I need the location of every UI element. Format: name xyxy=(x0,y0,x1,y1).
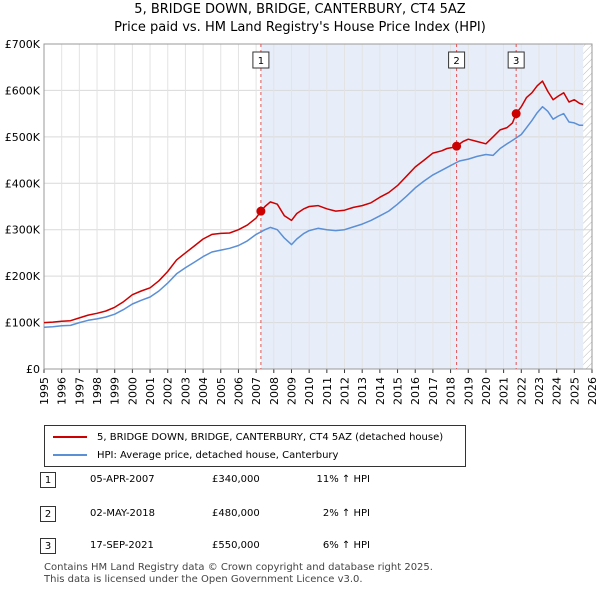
x-tick-label: 2012 xyxy=(339,377,352,405)
y-tick-label: £600K xyxy=(5,84,41,97)
sale-point xyxy=(511,109,521,119)
sale-number-badge: 3 xyxy=(40,538,56,554)
x-tick-label: 2008 xyxy=(268,377,281,405)
x-tick-label: 2009 xyxy=(285,377,298,405)
sale-number-badge: 1 xyxy=(40,472,56,488)
x-tick-label: 2022 xyxy=(515,377,528,405)
sale-marker-number: 2 xyxy=(453,56,459,67)
footer-line-1: Contains HM Land Registry data © Crown c… xyxy=(44,562,433,573)
y-tick-label: £500K xyxy=(5,131,41,144)
legend-item-property: 5, BRIDGE DOWN, BRIDGE, CANTERBURY, CT4 … xyxy=(53,429,443,445)
legend-swatch-hpi xyxy=(53,454,87,456)
x-tick-label: 2016 xyxy=(409,377,422,405)
x-tick-label: 1995 xyxy=(38,377,51,405)
footer-attribution: Contains HM Land Registry data © Crown c… xyxy=(44,562,433,586)
x-tick-label: 2026 xyxy=(586,377,599,405)
x-tick-label: 2010 xyxy=(303,377,316,405)
y-tick-label: £400K xyxy=(5,177,41,190)
legend-item-hpi: HPI: Average price, detached house, Cant… xyxy=(53,447,338,463)
y-tick-label: £100K xyxy=(5,317,41,330)
x-tick-label: 2004 xyxy=(197,377,210,405)
sale-date: 17-SEP-2021 xyxy=(90,540,154,551)
chart-title: 5, BRIDGE DOWN, BRIDGE, CANTERBURY, CT4 … xyxy=(134,2,466,17)
sale-date: 02-MAY-2018 xyxy=(90,508,156,519)
chart-subtitle: Price paid vs. HM Land Registry's House … xyxy=(114,20,486,35)
legend-label-property: 5, BRIDGE DOWN, BRIDGE, CANTERBURY, CT4 … xyxy=(97,431,444,443)
x-tick-label: 2002 xyxy=(162,377,175,405)
x-tick-label: 2021 xyxy=(498,377,511,405)
x-tick-label: 2019 xyxy=(462,377,475,405)
sale-hpi-diff: 11% ↑ HPI xyxy=(316,474,370,485)
x-tick-label: 1997 xyxy=(73,377,86,405)
y-tick-label: £200K xyxy=(5,270,41,283)
sale-price: £550,000 xyxy=(212,540,260,551)
sale-row: 2 02-MAY-2018 £480,000 2% ↑ HPI xyxy=(40,506,580,526)
sale-hpi-diff: 6% ↑ HPI xyxy=(322,540,370,551)
x-tick-label: 1999 xyxy=(109,377,122,405)
x-tick-label: 1998 xyxy=(91,377,104,405)
sale-date: 05-APR-2007 xyxy=(90,474,155,485)
x-tick-label: 2018 xyxy=(445,377,458,405)
x-tick-label: 2003 xyxy=(179,377,192,405)
x-tick-label: 2023 xyxy=(533,377,546,405)
x-tick-label: 2014 xyxy=(374,377,387,405)
x-tick-label: 2000 xyxy=(126,377,139,405)
property-price-line xyxy=(43,80,584,324)
x-tick-label: 2024 xyxy=(551,377,564,405)
plot-border xyxy=(43,43,593,370)
hpi-line xyxy=(43,105,584,328)
forecast-hatch xyxy=(583,44,592,369)
x-tick-label: 2013 xyxy=(356,377,369,405)
legend-swatch-property xyxy=(53,436,87,438)
x-tick-label: 2025 xyxy=(568,377,581,405)
price-chart: £0 £100K £200K £300K £400K £500K £600K £700K 199… xyxy=(5,38,599,405)
y-tick-label: £300K xyxy=(5,224,41,237)
sale-price: £480,000 xyxy=(212,508,260,519)
y-tick-label: £0 xyxy=(26,363,40,376)
y-tick-label: £700K xyxy=(5,38,41,51)
x-tick-label: 1996 xyxy=(56,377,69,405)
footer-line-2: This data is licensed under the Open Gov… xyxy=(44,574,363,585)
sale-point xyxy=(256,206,266,216)
x-tick-label: 2011 xyxy=(321,377,334,405)
x-tick-label: 2020 xyxy=(480,377,493,405)
sale-number-badge: 2 xyxy=(40,506,56,522)
legend-label-hpi: HPI: Average price, detached house, Cant… xyxy=(97,449,339,461)
sale-marker-box xyxy=(507,51,525,69)
legend: 5, BRIDGE DOWN, BRIDGE, CANTERBURY, CT4 … xyxy=(44,425,466,467)
x-tick-label: 2017 xyxy=(427,377,440,405)
sale-marker-number: 1 xyxy=(258,56,264,67)
sale-row: 1 05-APR-2007 £340,000 11% ↑ HPI xyxy=(40,472,580,492)
x-tick-label: 2001 xyxy=(144,377,157,405)
sale-hpi-diff: 2% ↑ HPI xyxy=(322,508,370,519)
sale-marker-box xyxy=(252,51,270,69)
x-tick-label: 2015 xyxy=(392,377,405,405)
sale-row: 3 17-SEP-2021 £550,000 6% ↑ HPI xyxy=(40,538,580,558)
sale-price: £340,000 xyxy=(212,474,260,485)
sale-marker-number: 3 xyxy=(513,56,519,67)
sale-marker-box xyxy=(448,51,466,69)
x-tick-label: 2007 xyxy=(250,377,263,405)
x-tick-label: 2006 xyxy=(232,377,245,405)
sale-point xyxy=(452,141,462,151)
x-tick-label: 2005 xyxy=(215,377,228,405)
